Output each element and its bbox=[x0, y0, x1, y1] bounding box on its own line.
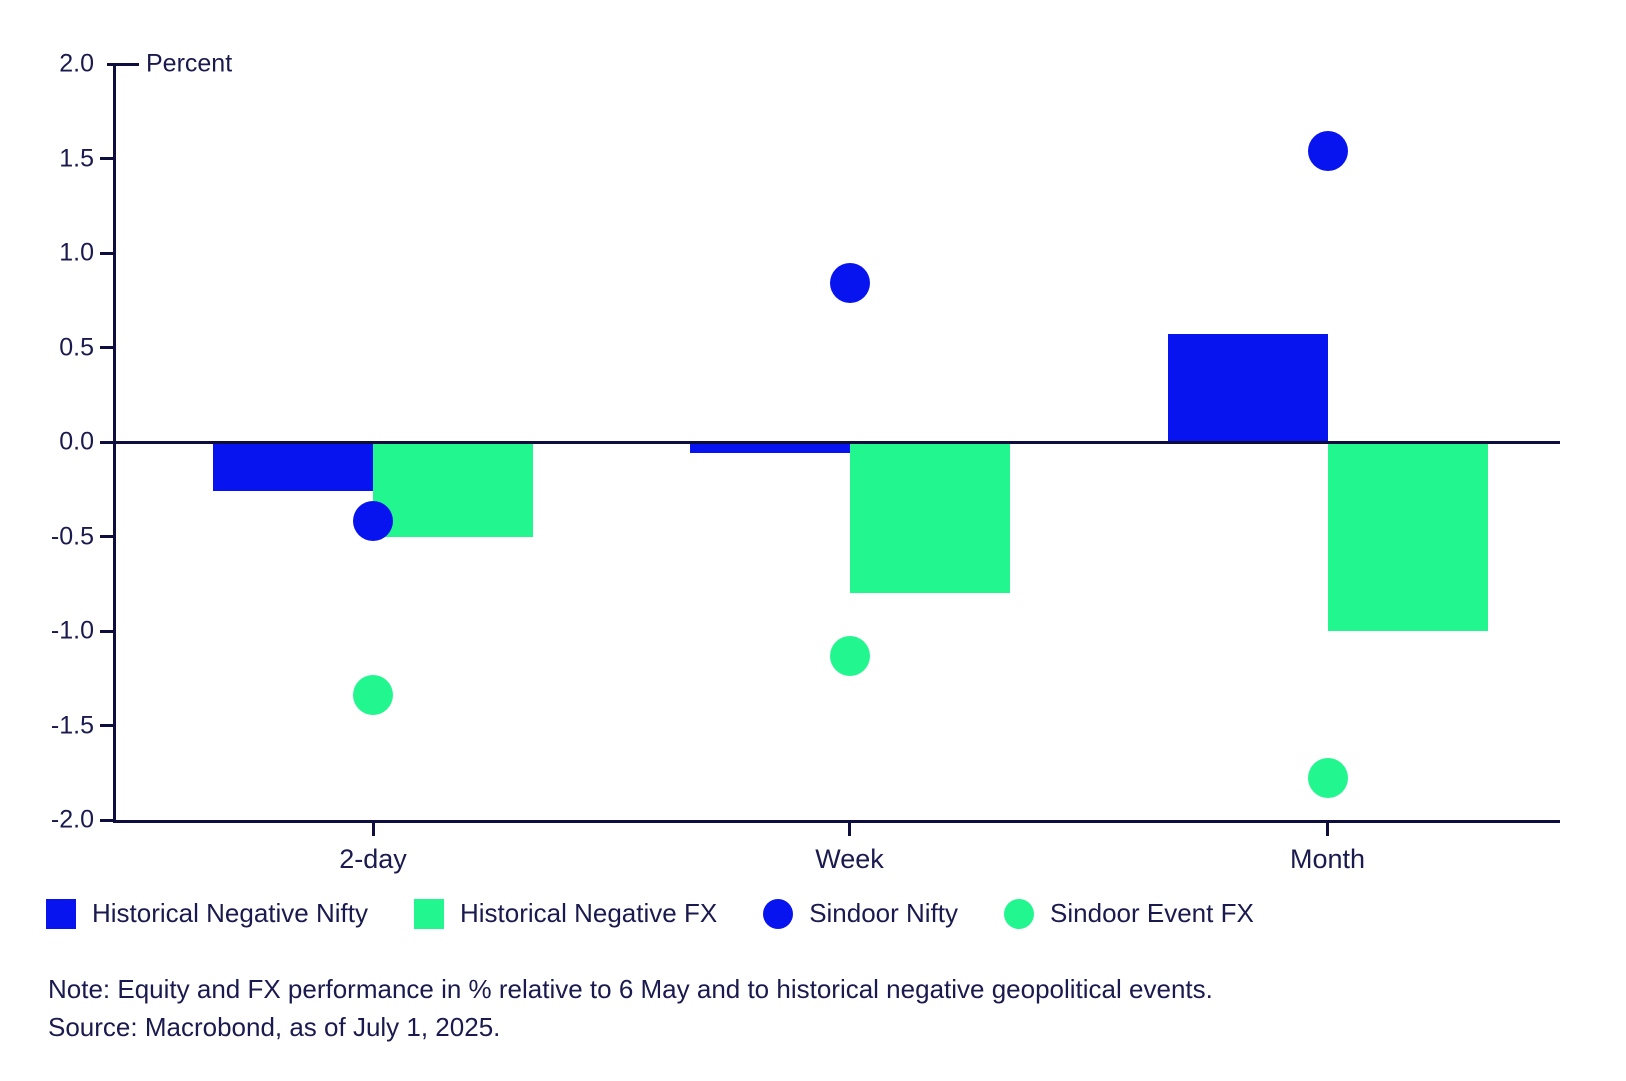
y-tick-mark bbox=[100, 724, 114, 727]
legend: Historical Negative Nifty Historical Nega… bbox=[46, 898, 1254, 929]
y-tick-mark bbox=[100, 629, 114, 633]
x-axis-line bbox=[113, 820, 1560, 823]
x-tick-mark bbox=[848, 823, 852, 836]
y-tick-mark bbox=[100, 440, 114, 444]
legend-item: Historical Negative Nifty bbox=[46, 898, 368, 929]
legend-item: Sindoor Event FX bbox=[1004, 898, 1254, 929]
legend-label: Sindoor Nifty bbox=[809, 898, 959, 928]
dot-sindoor-fx-month bbox=[1307, 758, 1348, 799]
footnotes: Note: Equity and FX performance in % rel… bbox=[48, 970, 1213, 1046]
legend-label: Historical Negative FX bbox=[459, 898, 718, 928]
x-tick-label-month: Month bbox=[1289, 844, 1366, 874]
y-tick-label: 1.0 bbox=[59, 238, 94, 267]
y-axis-line bbox=[113, 64, 116, 823]
y-tick-label: 1.5 bbox=[59, 144, 94, 172]
x-tick-label-week: Week bbox=[815, 844, 884, 874]
bar-fx-month bbox=[1327, 442, 1488, 631]
bar-fx-2-day bbox=[373, 442, 534, 537]
legend-item: Historical Negative FX bbox=[413, 898, 718, 929]
dot-sindoor-fx-2-day bbox=[353, 675, 394, 716]
bar-nifty-week bbox=[689, 442, 850, 454]
x-tick-mark bbox=[371, 823, 375, 836]
note-text: Note: Equity and FX performance in % rel… bbox=[48, 974, 1213, 1004]
legend-item: Sindoor Nifty bbox=[763, 898, 958, 929]
y-tick-mark bbox=[100, 535, 114, 538]
dot-sindoor-nifty-month bbox=[1307, 130, 1348, 171]
zero-baseline bbox=[116, 440, 1560, 444]
bar-fx-week bbox=[849, 442, 1010, 594]
y-tick-label: -1.5 bbox=[50, 711, 94, 739]
y-tick-mark bbox=[107, 62, 139, 66]
dot-sindoor-fx-week bbox=[829, 635, 870, 676]
legend-circle-swatch-icon bbox=[1004, 898, 1035, 929]
legend-square-swatch-icon bbox=[413, 898, 444, 929]
dot-sindoor-nifty-2-day bbox=[353, 501, 394, 542]
legend-label: Historical Negative Nifty bbox=[92, 898, 368, 928]
y-axis-title: Percent bbox=[146, 49, 233, 78]
plot-area: Percent 2.0 1.5 1.0 0.5 0.0 -0.5 -1.0 -1.5 -2.0 2… bbox=[51, 50, 1560, 874]
y-tick-label: -2.0 bbox=[50, 805, 94, 834]
y-tick-label: -1.0 bbox=[50, 616, 94, 645]
y-tick-mark bbox=[100, 346, 114, 349]
y-tick-label: 0.0 bbox=[59, 427, 94, 456]
y-tick-label: 2.0 bbox=[59, 49, 94, 78]
y-tick-mark bbox=[100, 818, 114, 822]
bar-nifty-month bbox=[1167, 334, 1328, 442]
y-tick-mark bbox=[100, 157, 114, 160]
y-tick-mark bbox=[100, 251, 114, 255]
source-text: Source: Macrobond, as of July 1, 2025. bbox=[48, 1012, 501, 1042]
legend-circle-swatch-icon bbox=[763, 898, 794, 929]
x-tick-mark bbox=[1326, 823, 1330, 836]
legend-square-swatch-icon bbox=[46, 898, 76, 929]
bar-nifty-2-day bbox=[213, 442, 374, 492]
y-tick-label: -0.5 bbox=[50, 522, 94, 550]
x-tick-label-2-day: 2-day bbox=[339, 844, 407, 874]
dot-sindoor-nifty-week bbox=[829, 263, 870, 304]
y-tick-label: 0.5 bbox=[59, 333, 94, 361]
legend-label: Sindoor Event FX bbox=[1050, 898, 1254, 928]
